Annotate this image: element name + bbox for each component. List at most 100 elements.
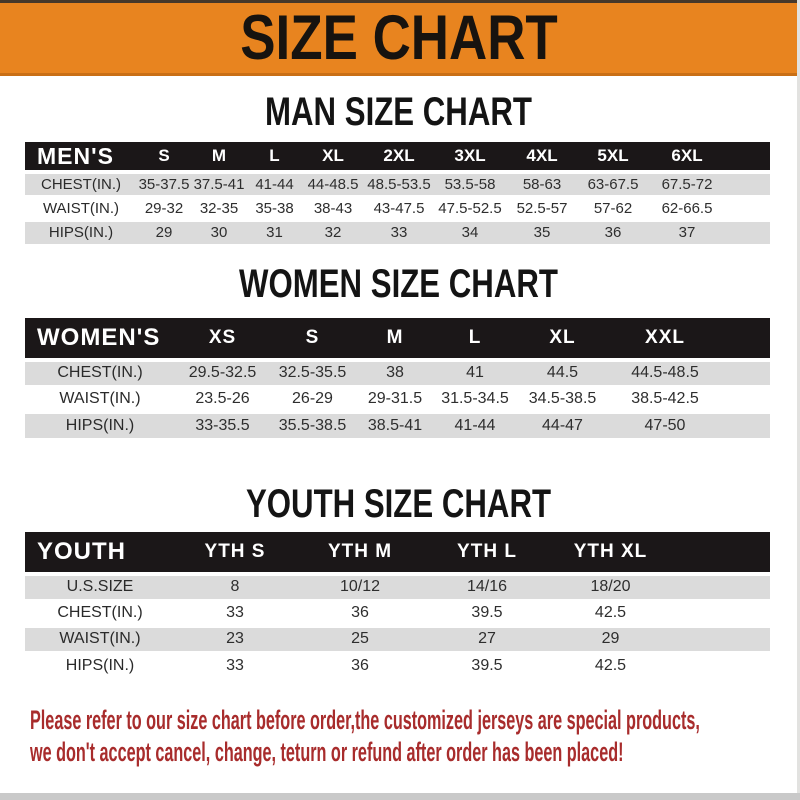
column-header: 4XL [526,146,558,165]
table-cell: 44.5 [546,364,579,382]
table-cell: 62-66.5 [661,199,713,217]
table-cell: 42.5 [594,604,627,621]
table-cell: 36 [351,604,369,621]
table-cell: 39.5 [471,604,503,621]
row-label: CHEST(IN.) [41,175,121,193]
column-header: YTH L [457,541,517,562]
table-cell: 43-47.5 [373,199,425,217]
table-cell: 23 [226,630,244,647]
table-cell: 29-32 [144,199,184,217]
table-cell: 25 [351,630,369,647]
bottom-edge-strip [0,793,800,800]
table-cell: 29.5-32.5 [188,364,257,382]
column-header: M [211,146,227,165]
table-cell: 8 [230,578,240,596]
table-header-row: WOMEN'S XS S M L XL XXL [25,318,770,360]
row-label: WAIST(IN.) [42,199,120,217]
column-header-filler [726,142,770,172]
column-header: L [269,146,280,165]
men-table-label: MEN'S [37,142,114,169]
row-label: CHEST(IN.) [57,604,143,621]
women-size-table: WOMEN'S XS S M L XL XXL CHEST(IN.) 29.5-… [25,318,770,438]
table-cell: 33 [226,604,244,621]
table-row: CHEST(IN.) 35-37.5 37.5-41 41-44 44-48.5… [25,172,770,196]
table-row: U.S.SIZE 8 10/12 14/16 18/20 [25,574,770,600]
table-cell-filler [672,600,770,626]
table-cell: 36 [604,224,622,242]
men-section-heading: MAN SIZE CHART [265,90,532,134]
table-row: CHEST(IN.) 29.5-32.5 32.5-35.5 38 41 44.… [25,360,770,386]
table-cell: 26-29 [292,390,333,407]
table-cell: 29-31.5 [367,390,423,407]
row-label: HIPS(IN.) [65,656,135,674]
table-cell-filler [672,626,770,652]
table-cell: 29 [155,224,173,242]
table-cell: 10/12 [339,578,381,596]
table-cell-filler [726,220,770,244]
column-header: XL [322,146,344,165]
table-cell: 37.5-41 [193,175,245,193]
table-cell: 58-63 [522,175,562,193]
footer-line-2: we don't accept cancel, change, teturn o… [30,737,624,767]
table-cell: 41 [466,364,484,382]
youth-size-table: YOUTH YTH S YTH M YTH L YTH XL U.S.SIZE … [25,532,770,678]
column-header: S [158,146,170,165]
table-header-row: MEN'S S M L XL 2XL 3XL 4XL 5XL 6XL [25,142,770,172]
table-cell: 38-43 [313,199,353,217]
column-header: 5XL [597,146,629,165]
column-header: L [468,327,482,348]
table-cell: 35 [533,224,551,242]
table-cell: 57-62 [593,199,633,217]
table-row: HIPS(IN.) 29 30 31 32 33 34 35 36 37 [25,220,770,244]
men-table-header: MEN'S S M L XL 2XL 3XL 4XL 5XL 6XL [25,142,770,172]
table-cell-filler [720,412,770,438]
table-row: CHEST(IN.) 33 36 39.5 42.5 [25,600,770,626]
column-header-filler [672,532,770,574]
table-cell: 34.5-38.5 [528,390,597,407]
row-label: CHEST(IN.) [57,364,143,382]
column-header: 3XL [454,146,486,165]
table-cell-filler [726,196,770,220]
table-cell: 38 [386,364,404,382]
column-header: S [305,327,320,348]
table-header-row: YOUTH YTH S YTH M YTH L YTH XL [25,532,770,574]
table-cell: 44.5-48.5 [631,364,699,382]
column-header: YTH S [204,541,266,562]
table-cell: 63-67.5 [587,175,639,193]
table-cell: 36 [351,656,369,674]
table-cell: 48.5-53.5 [367,175,431,193]
banner: SIZE CHART [0,0,797,76]
row-label: WAIST(IN.) [59,630,141,647]
table-cell: 33-35.5 [195,416,250,434]
footer-note: Please refer to our size chart before or… [30,704,797,768]
table-cell: 39.5 [471,656,503,674]
row-label: HIPS(IN.) [48,224,114,242]
table-cell: 29 [601,630,620,647]
table-cell: 18/20 [590,578,631,596]
table-cell-filler [720,360,770,386]
table-cell-filler [672,574,770,600]
table-cell: 27 [478,630,496,647]
table-row: WAIST(IN.) 23 25 27 29 [25,626,770,652]
women-table-label: WOMEN'S [37,324,161,351]
column-header-filler [720,318,770,360]
row-label: HIPS(IN.) [65,416,135,434]
youth-table-header: YOUTH YTH S YTH M YTH L YTH XL [25,532,770,574]
table-cell: 67.5-72 [661,175,713,193]
table-cell: 44-48.5 [307,175,359,193]
table-cell: 23.5-26 [195,390,250,407]
table-cell: 35-38 [255,199,294,217]
table-cell: 31.5-34.5 [441,390,509,407]
footer-line-1: Please refer to our size chart before or… [30,705,700,735]
column-header: 2XL [383,146,415,165]
table-cell: 53.5-58 [444,175,496,193]
page-title: SIZE CHART [239,2,558,73]
table-cell: 33 [390,224,408,242]
column-header: YTH M [327,541,393,562]
table-cell: 32 [324,224,342,242]
table-cell: 30 [210,224,228,242]
table-cell: 38.5-41 [367,416,423,434]
youth-section-heading: YOUTH SIZE CHART [245,482,552,526]
table-cell: 32-35 [199,199,239,217]
